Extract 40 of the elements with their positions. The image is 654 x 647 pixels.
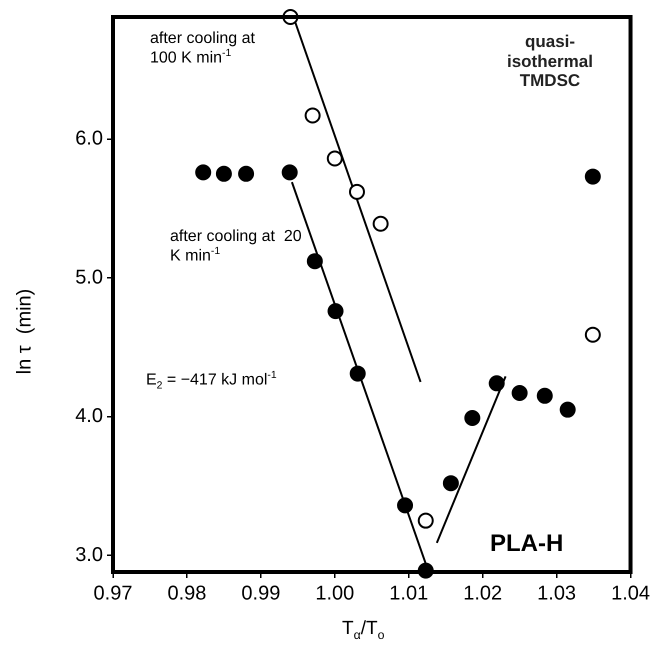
x-tick-label: 0.99 xyxy=(241,582,280,605)
annotation: after cooling at 20 K min$^{-1}$ xyxy=(170,228,303,266)
x-tick-label: 1.03 xyxy=(537,582,576,605)
point xyxy=(326,150,343,167)
point xyxy=(282,164,298,180)
point xyxy=(195,164,212,180)
point xyxy=(512,385,528,402)
point xyxy=(584,168,601,185)
point xyxy=(306,253,323,270)
point xyxy=(348,184,365,200)
point xyxy=(488,375,505,392)
x-tick-label: 1.04 xyxy=(611,582,650,605)
point xyxy=(442,475,459,492)
y-tick-label: 6.0 xyxy=(75,128,103,150)
point xyxy=(560,402,576,418)
point xyxy=(304,108,321,124)
point xyxy=(238,166,254,182)
point xyxy=(397,497,414,514)
point xyxy=(584,326,601,343)
x-tick-label: 0.97 xyxy=(94,582,132,605)
point xyxy=(418,512,434,529)
y-axis-title: ln τ (min) xyxy=(13,288,36,374)
x-tick-label: 1.01 xyxy=(389,582,428,605)
annotation: E$_{2}$ = −417 kJ mol$^{-1}$ xyxy=(146,370,277,392)
y-tick-label: 3.0 xyxy=(75,544,103,566)
point xyxy=(216,166,232,182)
point xyxy=(464,410,480,426)
point xyxy=(350,366,366,382)
annotation: PLA-H xyxy=(490,530,564,558)
x-tick-label: 1.00 xyxy=(315,582,354,605)
annotation: after cooling at 100 K min$^{-1}$ xyxy=(150,30,256,68)
point xyxy=(372,216,389,232)
x-tick-label: 1.02 xyxy=(463,582,502,605)
annotation: quasi-isothermal TMDSC xyxy=(506,32,594,91)
point xyxy=(536,388,553,404)
x-axis-title: T$_{α}$/T$_{o}$ xyxy=(342,618,385,642)
y-tick-label: 4.0 xyxy=(75,405,103,428)
x-tick-label: 0.98 xyxy=(167,582,206,605)
point xyxy=(328,303,344,320)
y-tick-label: 5.0 xyxy=(75,266,103,288)
